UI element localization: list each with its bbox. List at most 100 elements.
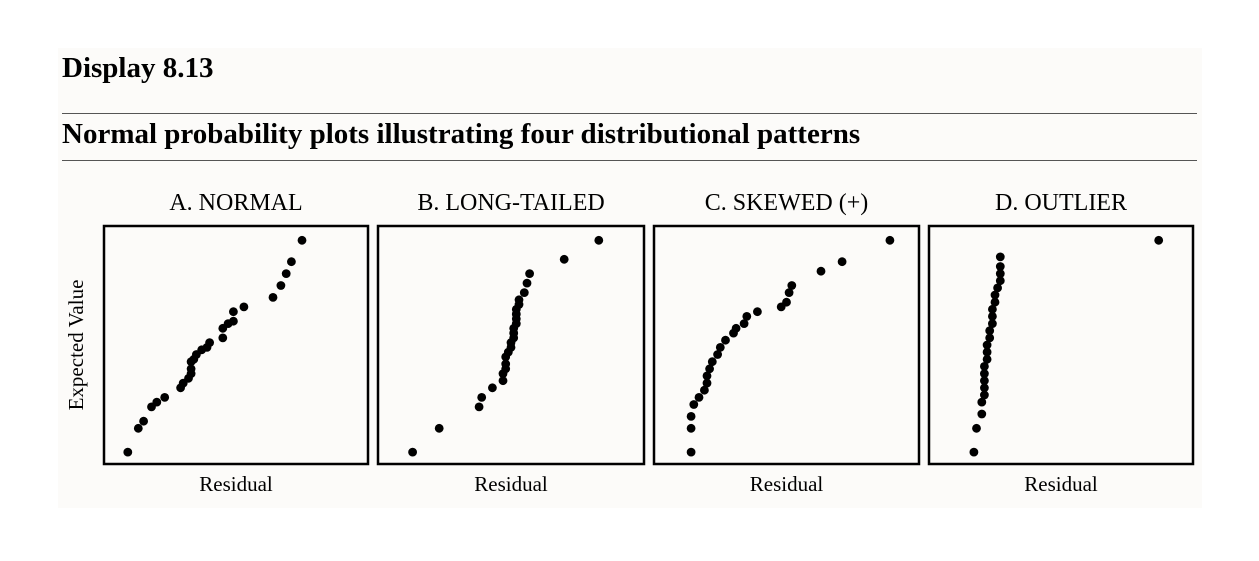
- data-point: [702, 378, 712, 388]
- data-point: [519, 288, 529, 297]
- data-point: [705, 364, 714, 374]
- x-axis-label: Residual: [750, 472, 824, 496]
- data-point: [689, 400, 699, 409]
- data-point: [988, 319, 997, 328]
- display-label: Display 8.13: [62, 52, 214, 84]
- data-point: [123, 447, 133, 457]
- data-point: [514, 295, 524, 305]
- data-point: [753, 307, 762, 317]
- plot-frame: [927, 224, 1195, 466]
- data-point: [276, 281, 286, 290]
- data-point: [982, 340, 992, 350]
- data-point: [985, 333, 995, 343]
- data-point: [885, 235, 895, 245]
- data-point: [990, 290, 1000, 300]
- data-point: [990, 297, 1000, 307]
- data-point: [982, 354, 992, 364]
- bottom-rule: [62, 160, 1197, 161]
- data-point: [993, 283, 1002, 293]
- x-axis-label: Residual: [474, 472, 548, 496]
- data-point: [713, 350, 722, 359]
- plot-title: A. NORMAL: [169, 190, 302, 216]
- data-point: [988, 304, 997, 314]
- x-axis-label: Residual: [199, 472, 273, 496]
- data-point: [686, 412, 696, 421]
- plot-title: D. OUTLIER: [995, 190, 1127, 216]
- data-point: [160, 393, 170, 402]
- data-point: [980, 390, 989, 400]
- plot-frame: [376, 224, 646, 466]
- data-point: [594, 235, 604, 245]
- data-point: [218, 333, 228, 343]
- y-axis-label: Expected Value: [64, 280, 88, 411]
- plot-frame: [102, 224, 370, 466]
- data-point: [995, 269, 1005, 278]
- data-point: [988, 312, 997, 321]
- data-point: [488, 383, 497, 393]
- data-point: [205, 338, 215, 347]
- data-point: [787, 281, 797, 290]
- data-point: [186, 364, 196, 374]
- data-point: [133, 423, 143, 433]
- plot-2: B. LONG-TAILED Residual: [376, 190, 646, 496]
- data-point: [816, 266, 826, 276]
- data-point: [707, 357, 717, 367]
- data-point: [281, 269, 291, 278]
- data-point: [977, 397, 987, 407]
- data-point: [1154, 235, 1164, 245]
- data-point: [229, 307, 238, 317]
- data-point: [700, 385, 709, 395]
- data-point: [980, 383, 989, 393]
- data-point: [782, 297, 791, 307]
- figure-title: Normal probability plots illustrating fo…: [62, 118, 861, 150]
- data-point: [297, 235, 307, 245]
- data-point: [731, 323, 741, 333]
- data-point: [139, 416, 149, 426]
- top-rule: [62, 113, 1197, 114]
- data-point: [742, 312, 752, 321]
- plot-1: A. NORMAL Residual Expected Value: [64, 190, 370, 496]
- data-point: [498, 376, 508, 386]
- data-point: [739, 319, 749, 328]
- x-axis-label: Residual: [1024, 472, 1098, 496]
- plot-3: C. SKEWED (+) Residual: [652, 190, 921, 496]
- data-point: [715, 343, 725, 352]
- data-point: [525, 269, 534, 278]
- data-point: [501, 359, 511, 369]
- data-point: [522, 278, 532, 288]
- data-point: [980, 376, 989, 386]
- data-point: [837, 257, 847, 267]
- data-point: [972, 423, 981, 433]
- data-point: [702, 371, 712, 381]
- data-point: [980, 369, 989, 378]
- data-point: [980, 362, 989, 371]
- figure-panel: [58, 48, 1202, 508]
- data-point: [985, 326, 995, 336]
- data-point: [694, 393, 704, 402]
- data-point: [995, 262, 1005, 271]
- data-point: [408, 447, 417, 457]
- data-point: [239, 302, 249, 312]
- plot-4: D. OUTLIER Residual: [927, 190, 1195, 496]
- data-point: [474, 402, 484, 412]
- data-point: [982, 347, 992, 357]
- data-point: [784, 288, 794, 297]
- data-point: [969, 447, 979, 457]
- data-point: [686, 447, 696, 457]
- data-point: [152, 397, 162, 407]
- data-point: [721, 335, 730, 345]
- data-point: [559, 254, 569, 264]
- data-point: [268, 293, 278, 302]
- data-point: [686, 423, 696, 433]
- data-point: [977, 409, 987, 419]
- data-point: [477, 393, 487, 402]
- data-point: [229, 316, 238, 326]
- plot-title: C. SKEWED (+): [705, 190, 869, 216]
- data-point: [287, 257, 296, 267]
- data-point: [434, 423, 444, 433]
- data-point: [995, 252, 1005, 262]
- plot-title: B. LONG-TAILED: [417, 190, 604, 216]
- data-point: [995, 276, 1005, 286]
- plot-frame: [652, 224, 921, 466]
